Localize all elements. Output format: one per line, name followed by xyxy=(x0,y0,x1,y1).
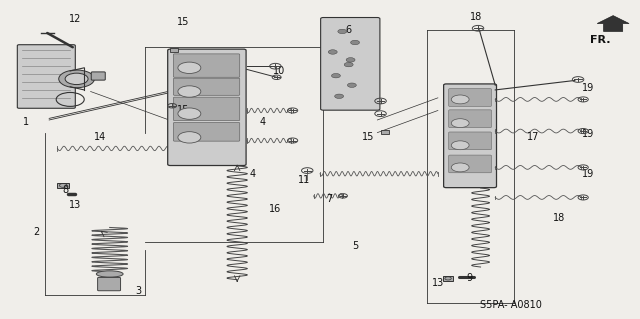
Text: 18: 18 xyxy=(470,12,483,22)
Text: 19: 19 xyxy=(582,83,594,93)
Text: 13: 13 xyxy=(432,278,444,288)
Circle shape xyxy=(346,58,355,62)
Circle shape xyxy=(348,83,356,87)
FancyBboxPatch shape xyxy=(381,130,389,134)
Circle shape xyxy=(451,163,469,172)
Circle shape xyxy=(65,73,88,85)
Text: 19: 19 xyxy=(582,129,594,139)
FancyBboxPatch shape xyxy=(173,122,240,141)
FancyBboxPatch shape xyxy=(98,278,120,291)
FancyBboxPatch shape xyxy=(444,84,497,188)
Text: 10: 10 xyxy=(273,66,285,76)
Circle shape xyxy=(178,62,201,73)
FancyBboxPatch shape xyxy=(449,155,492,173)
FancyBboxPatch shape xyxy=(17,45,76,108)
FancyBboxPatch shape xyxy=(92,72,105,80)
FancyBboxPatch shape xyxy=(449,89,492,106)
Text: 13: 13 xyxy=(68,200,81,210)
Text: 5: 5 xyxy=(352,241,358,251)
Text: 2: 2 xyxy=(33,227,40,237)
Circle shape xyxy=(351,40,360,45)
Text: 9: 9 xyxy=(467,273,473,283)
Text: 7: 7 xyxy=(326,194,333,204)
Text: 19: 19 xyxy=(582,169,594,179)
Text: 15: 15 xyxy=(362,132,374,142)
Text: FR.: FR. xyxy=(590,34,611,45)
Circle shape xyxy=(178,86,201,97)
FancyBboxPatch shape xyxy=(170,48,178,52)
Circle shape xyxy=(59,70,95,88)
Circle shape xyxy=(178,132,201,143)
FancyBboxPatch shape xyxy=(173,97,240,121)
Text: 1: 1 xyxy=(22,116,29,127)
Text: 17: 17 xyxy=(527,132,540,142)
Circle shape xyxy=(451,95,469,104)
FancyBboxPatch shape xyxy=(173,54,240,77)
Circle shape xyxy=(328,50,337,54)
FancyBboxPatch shape xyxy=(443,276,453,281)
Circle shape xyxy=(451,119,469,128)
FancyBboxPatch shape xyxy=(168,49,246,166)
FancyBboxPatch shape xyxy=(449,110,492,128)
FancyBboxPatch shape xyxy=(321,18,380,110)
Circle shape xyxy=(178,108,201,119)
Text: 4: 4 xyxy=(250,169,256,179)
Circle shape xyxy=(338,29,347,33)
Polygon shape xyxy=(597,16,629,32)
Text: S5PA- A0810: S5PA- A0810 xyxy=(480,300,542,310)
Text: 11: 11 xyxy=(298,175,310,185)
FancyBboxPatch shape xyxy=(173,78,240,95)
Text: 4: 4 xyxy=(260,116,266,127)
Text: 16: 16 xyxy=(269,204,282,213)
Ellipse shape xyxy=(97,271,123,277)
Text: 6: 6 xyxy=(346,25,352,35)
Circle shape xyxy=(451,141,469,150)
FancyBboxPatch shape xyxy=(449,132,492,150)
Text: 8: 8 xyxy=(62,184,68,195)
Circle shape xyxy=(344,63,353,67)
Text: 18: 18 xyxy=(553,213,565,223)
Circle shape xyxy=(335,94,344,99)
Text: 14: 14 xyxy=(94,132,106,142)
Circle shape xyxy=(332,73,340,78)
Text: 15: 15 xyxy=(177,17,189,27)
Text: 12: 12 xyxy=(68,14,81,24)
Text: 15: 15 xyxy=(177,106,189,115)
Text: 3: 3 xyxy=(135,286,141,296)
FancyBboxPatch shape xyxy=(58,182,69,188)
